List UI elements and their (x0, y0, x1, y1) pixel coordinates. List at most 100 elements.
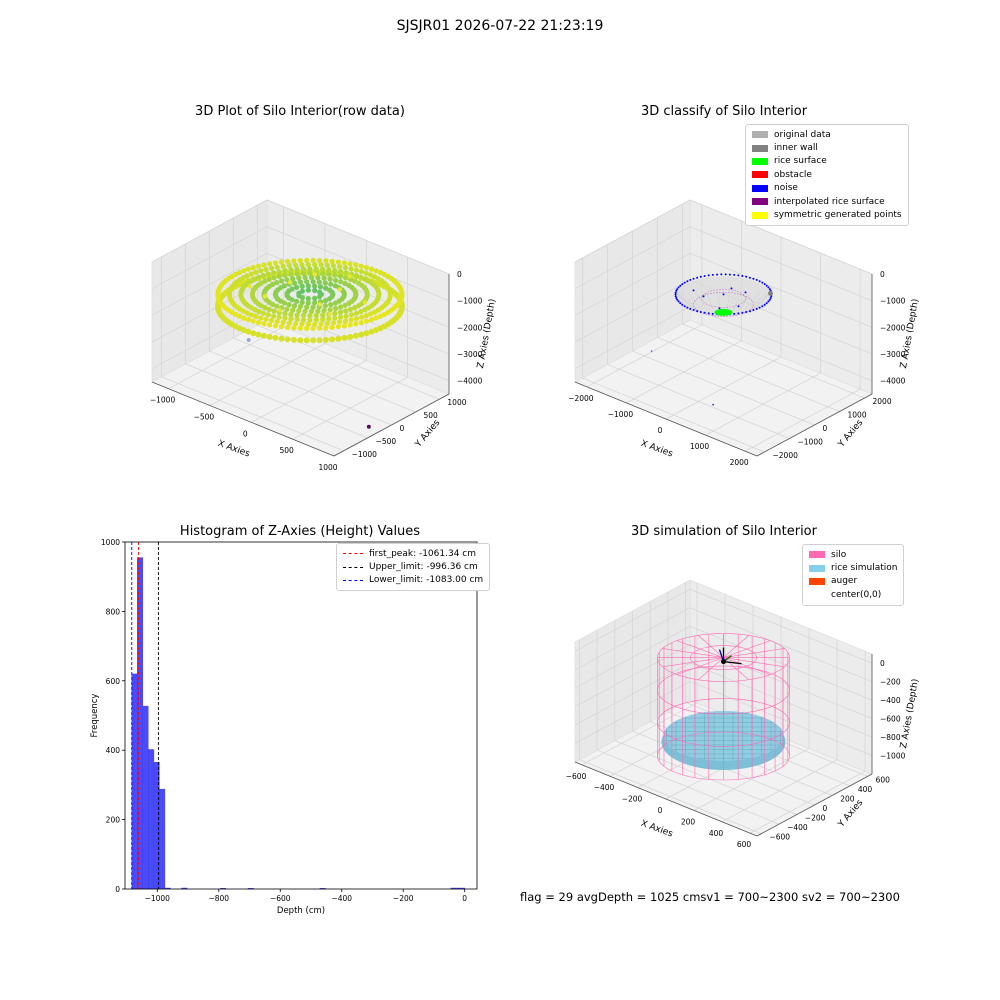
classify-y-axis-label: Y Axies (836, 418, 865, 450)
raw-surface-point (353, 262, 359, 268)
classify-noise-point (675, 289, 678, 292)
sim-gridline-z (574, 662, 873, 738)
raw-plot-title: 3D Plot of Silo Interior(row data) (195, 104, 405, 119)
raw-surface-point (304, 279, 310, 285)
legend-classify-swatch (752, 171, 768, 179)
raw-surface-point (256, 274, 262, 280)
classify-noise-point (741, 275, 744, 277)
classify-noise-point (767, 300, 770, 303)
raw-surface-point (310, 325, 316, 331)
raw-surface-highlights (247, 272, 368, 317)
raw-surface-point (276, 273, 282, 279)
raw-surface-point (281, 283, 287, 289)
histogram-bars (131, 557, 465, 890)
legend-hist-entry: Upper_limit: -996.36 cm (343, 560, 483, 573)
sim-axis-lines (574, 654, 873, 837)
raw-gridline-y (233, 218, 416, 413)
legend-classify-label: symmetric generated points (774, 210, 902, 221)
raw-highlight-point (317, 302, 323, 307)
raw-surface-point (337, 309, 344, 315)
raw-surface-point (338, 269, 344, 275)
sim-x-axis-label: X Axies (639, 819, 674, 840)
raw-surface-rim-point (352, 332, 359, 339)
raw-surface-point (341, 289, 347, 295)
raw-surface-point (368, 311, 374, 317)
raw-gridline-y (161, 256, 344, 452)
raw-surface-point (272, 323, 278, 329)
raw-surface-point (302, 274, 308, 281)
raw-surface-point (262, 278, 268, 284)
raw-surface-point (335, 324, 341, 330)
raw-3d-plot: −1000−50005001000−1000−500050010000−1000… (150, 199, 498, 472)
raw-surface-point (362, 307, 368, 313)
legend-classify-swatch (752, 157, 768, 165)
raw-y-tick-label: 500 (423, 411, 438, 420)
raw-surface-point (248, 312, 254, 318)
raw-surface-point (373, 268, 379, 274)
raw-surface-point (241, 315, 247, 321)
raw-surface-point (337, 273, 344, 279)
classify-noise-point (686, 280, 689, 283)
legend-sim-entry: silo (809, 548, 897, 561)
raw-surface-point (260, 310, 266, 316)
raw-tick-labels: −1000−50005001000−1000−500050010000−1000… (150, 270, 483, 472)
classify-noise-point (761, 281, 764, 284)
raw-surface-point (343, 270, 349, 276)
classify-noise-point (745, 275, 748, 278)
sim-gridline-z (574, 625, 873, 701)
raw-surface-point (285, 258, 291, 264)
raw-surface-rim-point (335, 335, 342, 342)
raw-surface-point (284, 306, 290, 312)
raw-surface-point (250, 318, 256, 324)
classify-noise-point (718, 307, 721, 310)
sim-y-tick-label: 200 (840, 794, 855, 803)
raw-surface-point (250, 265, 256, 271)
classify-x-tick-label: 0 (658, 426, 663, 435)
raw-surface-point (332, 315, 338, 321)
raw-surface-point (253, 269, 259, 275)
classify-noise-point (681, 303, 684, 306)
raw-surface-point (343, 313, 349, 319)
histogram-y-tick-label: 600 (106, 677, 121, 686)
classify-interpolated-ring (701, 289, 746, 308)
raw-surface-point (368, 272, 374, 278)
legend-classify-entry: obstacle (752, 168, 902, 181)
raw-surface-rim-point (284, 336, 291, 343)
legend-classify-swatch (752, 198, 768, 206)
histogram-frame (124, 541, 478, 890)
classify-noise-point (755, 307, 758, 310)
raw-z-tick-label: −2000 (457, 323, 483, 332)
raw-surface-point (271, 313, 277, 319)
classify-noise-point (686, 306, 689, 309)
raw-surface-rim-point (329, 336, 336, 343)
classify-x-axis-label: X Axies (639, 439, 674, 460)
legend-classify-label: interpolated rice surface (774, 196, 885, 207)
classify-noise-point (707, 274, 710, 277)
classify-inner-wall-marker (768, 290, 773, 296)
classify-noise-point (755, 278, 758, 281)
raw-surface-point (328, 302, 334, 308)
sim-y-tick-label: 400 (858, 785, 873, 794)
classify-noise-point (737, 312, 740, 315)
classify-noise-point (748, 276, 751, 279)
raw-surface-point (377, 313, 383, 319)
histogram-y-axis-label: Frequency (90, 694, 100, 738)
legend-sim-entry: center(0,0) (809, 588, 897, 601)
histogram-x-tick-label: −200 (393, 894, 414, 903)
raw-surface-point (290, 307, 296, 313)
raw-highlight-point (347, 274, 353, 279)
raw-highlight-point (362, 300, 368, 305)
raw-surface-point (342, 265, 348, 271)
raw-surface-point (320, 271, 326, 277)
raw-surface-point (241, 268, 247, 274)
raw-surface-rim-point (303, 337, 310, 344)
raw-surface-point (302, 308, 308, 314)
histogram-title: Histogram of Z-Axies (Height) Values (179, 524, 421, 539)
sim-gridline-y (632, 611, 815, 806)
raw-surface-point (323, 325, 329, 331)
sim-silo-ring (657, 731, 790, 781)
raw-gridline-y (209, 231, 392, 426)
classify-noise-point (752, 277, 755, 280)
legend-hist-label: Upper_limit: -996.36 cm (369, 562, 478, 573)
raw-surface-point (320, 312, 326, 318)
